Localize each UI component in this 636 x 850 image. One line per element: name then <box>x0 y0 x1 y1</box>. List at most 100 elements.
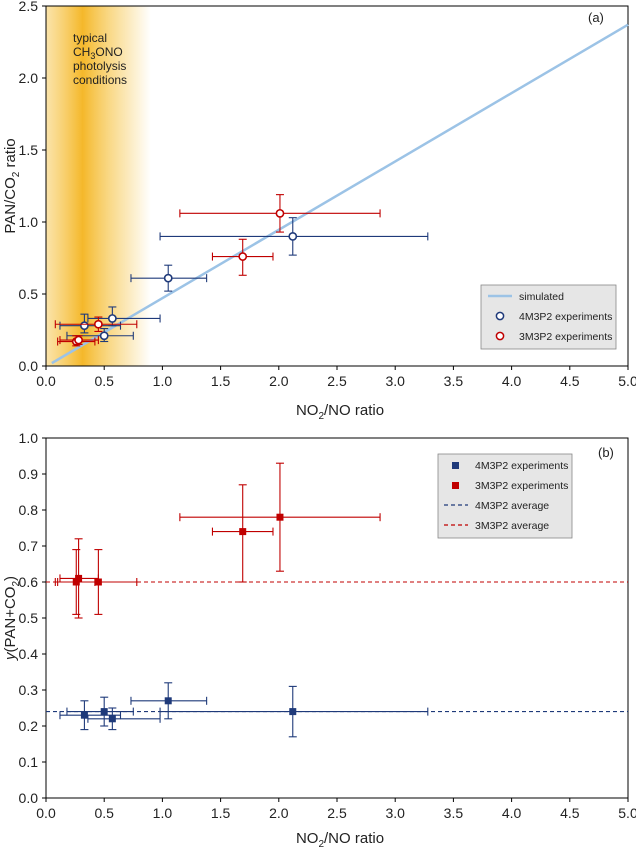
legend-3m3p2-swatch-a <box>495 331 505 341</box>
x-tick-label-b: 4.5 <box>560 805 580 821</box>
legend-4m3p2-swatch-b <box>452 462 459 469</box>
panel-b-legend-box <box>437 453 573 539</box>
panel-b-axis-ticks: 0.0 0.5 1.0 1.5 2.0 2.5 3.0 3.5 4.0 4.5 5.0 0.0 0.1 0… <box>19 430 636 821</box>
x-tick-label-b: 1.0 <box>153 805 173 821</box>
x-tick-label-a: 2.0 <box>269 373 289 389</box>
ylabel-b-main: (PAN+CO <box>2 587 19 653</box>
simulated-line-group <box>51 23 629 365</box>
legend-3m3p2-average-label: 3M3P2 average <box>475 520 549 532</box>
panel-b-label: (b) <box>598 445 614 460</box>
y-tick-label-b: 0.8 <box>19 502 39 518</box>
panel-b-legend: 4M3P2 experiments 3M3P2 experiments 4M3P… <box>437 453 573 539</box>
4m3p2-data-point <box>163 273 173 283</box>
3m3p2-data-point <box>74 335 83 345</box>
x-tick-label-b: 0.0 <box>36 805 56 821</box>
legend-4m3p2-swatch-a <box>495 311 505 321</box>
x-tick-label-b: 2.0 <box>269 805 289 821</box>
y-tick-label-a: 1.0 <box>19 214 39 230</box>
legend-4m3p2-average-label: 4M3P2 average <box>475 500 549 512</box>
y-tick-label-b: 0.5 <box>19 610 39 626</box>
3m3p2-data-point <box>238 252 248 261</box>
x-tick-label-a: 1.0 <box>153 373 173 389</box>
4m3p2-data-point <box>107 314 117 323</box>
xlabel-a-main: NO <box>296 402 319 419</box>
x-tick-label-a: 1.5 <box>211 373 231 389</box>
4m3p2-data-point <box>99 331 109 341</box>
y-tick-label-a: 2.0 <box>19 70 39 86</box>
4m3p2-data-point <box>289 708 297 716</box>
y-tick-label-a: 1.5 <box>19 142 39 158</box>
panel-b-data-marks <box>54 462 429 738</box>
panel-a-legend: simulated 4M3P2 experiments 3M3P2 experi… <box>480 284 617 350</box>
shade-note-line-2: CH3ONO <box>73 45 123 61</box>
y-tick-label-b: 0.9 <box>19 466 39 482</box>
x-tick-label-b: 1.5 <box>211 805 231 821</box>
x-tick-label-a: 4.5 <box>560 373 580 389</box>
simulated-line <box>51 23 629 365</box>
xlabel-a-sub: 2 <box>318 411 324 422</box>
legend-3m3p2-label-a: 3M3P2 experiments <box>519 331 612 343</box>
x-tick-label-b: 5.0 <box>618 805 636 821</box>
y-tick-label-b: 0.0 <box>19 790 39 806</box>
ylabel-a-sub: 2 <box>11 171 22 177</box>
panel-a-x-axis-label: NO2/NO ratio <box>296 402 384 422</box>
xlabel-b-sub: 2 <box>318 839 324 850</box>
3m3p2-data-point <box>75 574 83 582</box>
ylabel-a-main: PAN/CO <box>2 177 19 233</box>
shade-note-line-4: conditions <box>73 73 127 87</box>
y-tick-label-b: 0.2 <box>19 718 39 734</box>
x-tick-label-a: 3.0 <box>385 373 405 389</box>
average-lines-group <box>46 581 628 713</box>
panel-a-axis-ticks: 0.0 0.5 1.0 1.5 2.0 2.5 3.0 3.5 4.0 4.5 5.0 0.0 0.5 1… <box>19 0 636 389</box>
ch3ono-sub: 3 <box>90 51 95 61</box>
legend-3m3p2-label-b: 3M3P2 experiments <box>475 480 568 492</box>
panel-a-chart: 0.0 0.5 1.0 1.5 2.0 2.5 3.0 3.5 4.0 4.5 5.0 0.0 0.5 1… <box>2 0 636 422</box>
panel-b-x-axis-label: NO2/NO ratio <box>296 830 384 850</box>
panel-a-y-axis-label: PAN/CO2 ratio <box>2 138 22 233</box>
4m3p2-data-point <box>108 715 116 723</box>
legend-3m3p2-swatch-b <box>452 482 459 489</box>
x-tick-label-b: 0.5 <box>94 805 114 821</box>
photolysis-conditions-shade <box>46 6 151 366</box>
3m3p2-data-point <box>94 578 102 586</box>
y-tick-label-b: 0.6 <box>19 574 39 590</box>
x-tick-label-a: 0.0 <box>36 373 56 389</box>
shade-note-line-1: typical <box>73 31 107 45</box>
x-tick-label-a: 0.5 <box>94 373 114 389</box>
ylabel-b-rest: ) <box>2 576 19 581</box>
shade-note-line-3: photolysis <box>73 59 126 73</box>
4m3p2-data-point <box>80 321 89 331</box>
legend-simulated-label: simulated <box>519 291 564 303</box>
xlabel-b-main: NO <box>296 830 319 847</box>
y-tick-label-b: 0.4 <box>19 646 39 662</box>
x-tick-label-a: 3.5 <box>444 373 464 389</box>
x-tick-label-b: 3.5 <box>444 805 464 821</box>
3m3p2-data-point <box>93 319 103 329</box>
y-tick-label-b: 1.0 <box>19 430 39 446</box>
panel-a-data-marks <box>54 194 429 347</box>
x-tick-label-a: 4.0 <box>502 373 522 389</box>
4m3p2-data-point <box>288 231 298 241</box>
y-tick-label-b: 0.1 <box>19 754 39 770</box>
3m3p2-data-point <box>275 208 285 218</box>
ch3ono-main-2: ONO <box>95 45 122 59</box>
panel-b-y-axis-label: y(PAN+CO2) <box>2 576 22 661</box>
4m3p2-data-point <box>80 711 88 719</box>
x-tick-label-a: 2.5 <box>327 373 347 389</box>
panel-b-chart: 0.0 0.5 1.0 1.5 2.0 2.5 3.0 3.5 4.0 4.5 5.0 0.0 0.1 0… <box>2 430 636 850</box>
y-tick-label-a: 2.5 <box>19 0 39 14</box>
x-tick-label-a: 5.0 <box>618 373 636 389</box>
4m3p2-data-point <box>100 708 108 716</box>
x-tick-label-b: 4.0 <box>502 805 522 821</box>
ch3ono-main-1: CH <box>73 45 90 59</box>
3m3p2-data-point <box>276 513 284 521</box>
3m3p2-data-point <box>239 528 247 536</box>
ylabel-b-italic: y <box>2 651 19 661</box>
y-tick-label-a: 0.5 <box>19 286 39 302</box>
x-tick-label-b: 2.5 <box>327 805 347 821</box>
ylabel-a-rest: ratio <box>2 138 19 171</box>
ylabel-b-sub: 2 <box>11 581 22 587</box>
y-tick-label-b: 0.7 <box>19 538 39 554</box>
4m3p2-data-point <box>164 697 172 705</box>
xlabel-b-rest: /NO ratio <box>324 830 384 847</box>
